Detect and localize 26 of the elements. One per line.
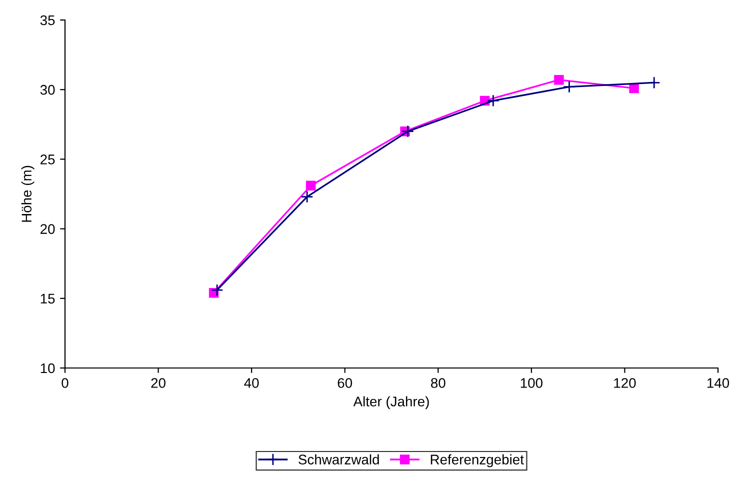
point [300, 190, 314, 204]
point [648, 76, 660, 89]
x-axis-title: Alter (Jahre) [353, 396, 429, 410]
x-tick-label: 120 [614, 378, 636, 388]
y-tick-label: 30 [40, 84, 55, 95]
point [210, 284, 224, 296]
y-axis-title: Höhe (m) [21, 166, 34, 222]
x-tick-label: 60 [338, 378, 352, 388]
legend-label: Schwarzwald [298, 454, 379, 464]
x-tick-label: 80 [431, 378, 446, 388]
y-tick-label: 10 [40, 363, 55, 374]
point [402, 125, 414, 138]
x-tick-label: 40 [244, 378, 259, 388]
x-tick-label: 100 [520, 378, 542, 388]
point [306, 180, 316, 191]
y-tick-label: 20 [40, 224, 55, 234]
y-tick-label: 35 [40, 15, 55, 26]
x-tick-label: 140 [707, 378, 730, 388]
x-tick-label: 20 [151, 378, 166, 388]
x-tick-label: 0 [62, 378, 68, 388]
legend-label: Referenzgebiet [430, 454, 524, 468]
point [486, 94, 500, 107]
point [554, 74, 564, 85]
y-tick-label: 25 [40, 154, 55, 164]
y-tick-label: 15 [40, 294, 55, 304]
point [629, 83, 639, 94]
